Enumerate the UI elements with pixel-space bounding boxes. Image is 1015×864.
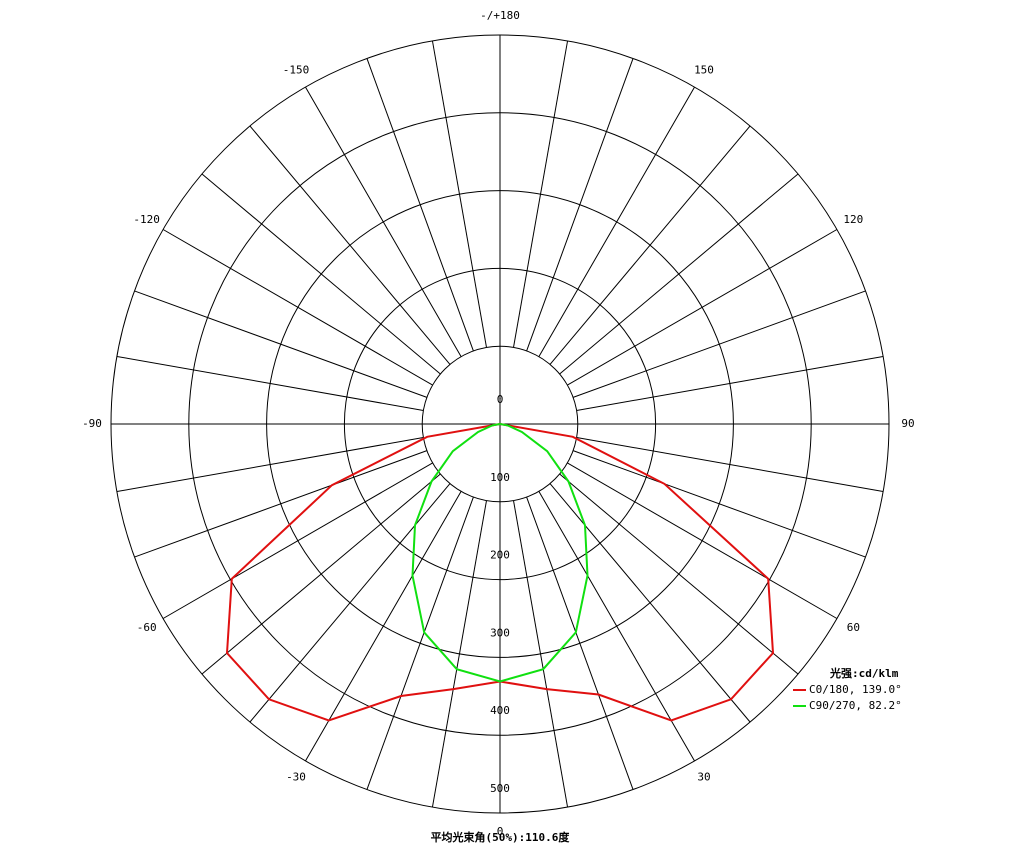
legend-label: C0/180, 139.0°	[809, 683, 902, 696]
theta-tick-label: 30	[697, 770, 710, 783]
ring	[110, 34, 890, 814]
theta-tick-label: -120	[133, 213, 160, 226]
theta-tick-label: 60	[847, 621, 860, 634]
theta-tick-label: 120	[843, 213, 863, 226]
ring	[188, 112, 812, 736]
theta-tick-label: -/+180	[480, 9, 520, 22]
legend-title: 光强:cd/klm	[829, 666, 899, 680]
ring	[266, 190, 734, 658]
theta-tick-label: -150	[283, 64, 310, 77]
r-tick-label: 200	[490, 549, 510, 562]
theta-tick-label: 150	[694, 64, 714, 77]
legend-label: C90/270, 82.2°	[809, 699, 902, 712]
r-tick-label: 500	[490, 782, 510, 795]
ring	[343, 267, 657, 581]
ring	[421, 345, 579, 503]
series-line	[411, 423, 589, 683]
r-tick-label: 400	[490, 704, 510, 717]
theta-tick-label: -30	[286, 770, 306, 783]
theta-tick-label: 90	[901, 417, 914, 430]
theta-tick-label: -90	[82, 417, 102, 430]
theta-tick-label: 0	[497, 825, 504, 838]
caption: 平均光束角(50%):110.6度	[431, 830, 571, 844]
theta-tick-label: -60	[137, 621, 157, 634]
r-tick-label: 0	[497, 393, 504, 406]
r-tick-label: 300	[490, 626, 510, 639]
r-tick-label: 100	[490, 471, 510, 484]
